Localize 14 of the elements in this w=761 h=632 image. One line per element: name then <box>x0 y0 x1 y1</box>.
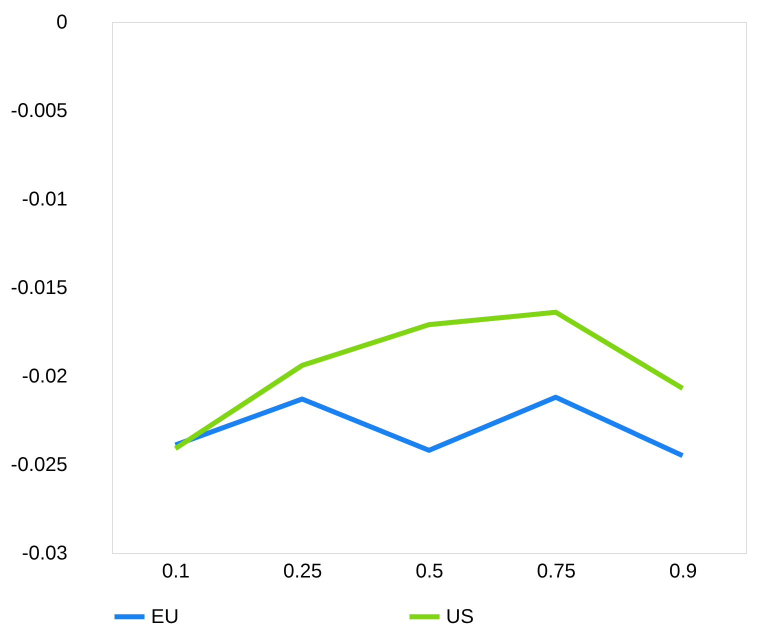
y-tick-label: -0.03 <box>22 542 68 564</box>
x-tick-label: 0.75 <box>536 560 576 582</box>
legend-label: US <box>446 606 474 628</box>
y-tick-label: -0.02 <box>22 366 68 388</box>
y-tick-label: -0.01 <box>22 188 68 210</box>
y-tick-label: -0.015 <box>10 277 68 299</box>
x-tick-label: 0.25 <box>283 560 322 582</box>
legend-label: EU <box>151 606 179 628</box>
y-tick-label: 0 <box>56 12 68 34</box>
y-tick-label: -0.025 <box>10 454 68 476</box>
x-tick-label: 0.9 <box>669 560 698 582</box>
y-tick-label: -0.005 <box>10 100 68 122</box>
x-tick-label: 0.1 <box>162 560 190 582</box>
x-tick-label: 0.5 <box>416 560 444 582</box>
